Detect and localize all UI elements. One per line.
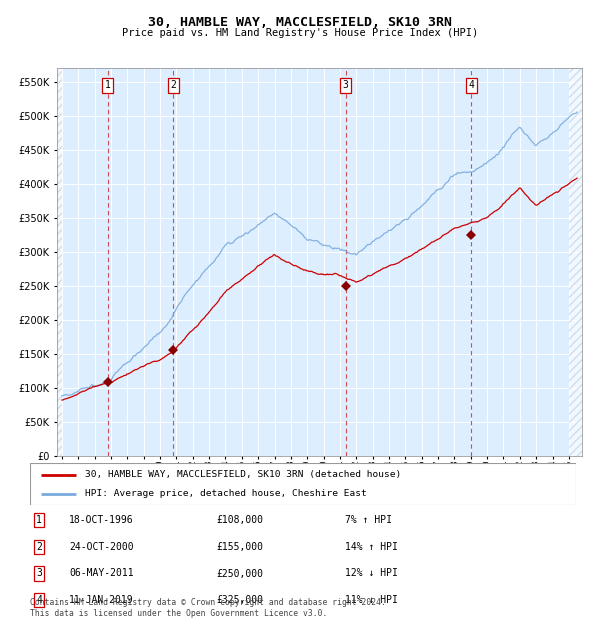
Text: £250,000: £250,000 — [216, 569, 263, 578]
Text: £155,000: £155,000 — [216, 542, 263, 552]
Text: 1: 1 — [104, 80, 110, 90]
Bar — [569, 68, 582, 456]
Text: 2: 2 — [170, 80, 176, 90]
Text: £108,000: £108,000 — [216, 515, 263, 525]
Text: HPI: Average price, detached house, Cheshire East: HPI: Average price, detached house, Ches… — [85, 489, 367, 498]
Text: 2: 2 — [36, 542, 42, 552]
Text: 18-OCT-1996: 18-OCT-1996 — [69, 515, 134, 525]
Text: 4: 4 — [36, 595, 42, 605]
Text: 11% ↓ HPI: 11% ↓ HPI — [345, 595, 398, 605]
Text: Price paid vs. HM Land Registry's House Price Index (HPI): Price paid vs. HM Land Registry's House … — [122, 28, 478, 38]
Text: 11-JAN-2019: 11-JAN-2019 — [69, 595, 134, 605]
Text: 24-OCT-2000: 24-OCT-2000 — [69, 542, 134, 552]
Text: 14% ↑ HPI: 14% ↑ HPI — [345, 542, 398, 552]
Text: 30, HAMBLE WAY, MACCLESFIELD, SK10 3RN (detached house): 30, HAMBLE WAY, MACCLESFIELD, SK10 3RN (… — [85, 470, 401, 479]
Text: £325,000: £325,000 — [216, 595, 263, 605]
Text: 3: 3 — [343, 80, 349, 90]
Text: Contains HM Land Registry data © Crown copyright and database right 2024.
This d: Contains HM Land Registry data © Crown c… — [30, 598, 386, 618]
Text: 3: 3 — [36, 569, 42, 578]
Bar — [57, 68, 62, 456]
Text: 1: 1 — [36, 515, 42, 525]
Text: 7% ↑ HPI: 7% ↑ HPI — [345, 515, 392, 525]
Text: 12% ↓ HPI: 12% ↓ HPI — [345, 569, 398, 578]
Text: 30, HAMBLE WAY, MACCLESFIELD, SK10 3RN: 30, HAMBLE WAY, MACCLESFIELD, SK10 3RN — [148, 16, 452, 29]
Text: 4: 4 — [469, 80, 474, 90]
Text: 06-MAY-2011: 06-MAY-2011 — [69, 569, 134, 578]
